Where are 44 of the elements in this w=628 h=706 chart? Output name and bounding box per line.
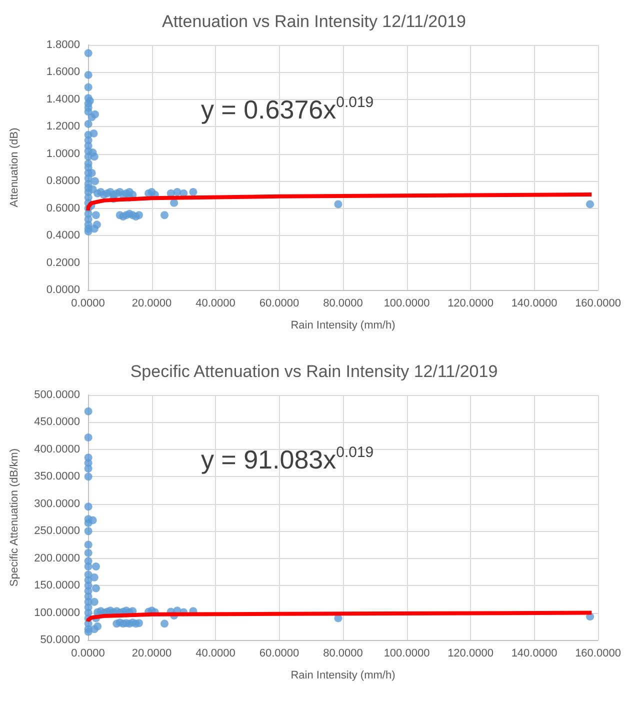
y-tick-label: 400.0000 (34, 443, 80, 456)
chart-title: Specific Attenuation vs Rain Intensity 12/11/2019 (130, 362, 498, 381)
x-axis-title: Rain Intensity (mm/h) (290, 670, 396, 682)
y-tick-label: 150.0000 (34, 580, 80, 592)
x-tick-label: 80.0000 (323, 298, 363, 310)
x-tick-label: 100.0000 (384, 648, 430, 660)
x-tick-label: 20.0000 (132, 648, 172, 660)
x-tick-label: 0.0000 (71, 648, 105, 660)
x-tick-label: 20.0000 (132, 298, 172, 310)
y-tick-label: 350.0000 (34, 470, 80, 483)
y-tick-label: 300.0000 (34, 498, 80, 510)
x-tick-label: 60.0000 (259, 648, 300, 660)
y-tick-label: 0.6000 (46, 202, 80, 214)
x-tick-label: 60.0000 (259, 298, 300, 310)
y-tick-label: 0.8000 (46, 175, 80, 188)
x-tick-label: 120.0000 (448, 648, 494, 660)
chart-title: Attenuation vs Rain Intensity 12/11/2019 (162, 12, 466, 31)
y-tick-label: 1.6000 (46, 66, 80, 78)
y-tick-label: 450.0000 (34, 416, 80, 428)
x-tick-label: 140.0000 (511, 648, 558, 660)
y-tick-label: 1.2000 (46, 120, 80, 133)
y-tick-label: 100.0000 (34, 606, 80, 619)
x-tick-label: 160.0000 (575, 298, 621, 310)
x-tick-label: 160.0000 (575, 648, 621, 660)
y-tick-label: 200.0000 (34, 552, 80, 564)
y-tick-label: 1.0000 (46, 148, 80, 160)
x-tick-label: 140.0000 (511, 298, 558, 310)
y-tick-label: 0.0000 (46, 284, 80, 296)
y-tick-label: 0.4000 (46, 230, 80, 242)
x-tick-label: 80.0000 (323, 648, 363, 660)
x-axis-title: Rain Intensity (mm/h) (290, 320, 396, 332)
y-tick-label: 1.4000 (46, 93, 80, 106)
x-tick-label: 120.0000 (448, 298, 494, 310)
y-axis-title: Specific Attenuation (dB/km) (8, 448, 20, 587)
y-tick-label: 1.8000 (46, 39, 80, 51)
x-tick-label: 0.0000 (71, 298, 105, 310)
y-tick-label: 50.0000 (40, 634, 80, 646)
x-tick-label: 100.0000 (384, 298, 430, 310)
y-axis-title: Attenuation (dB) (8, 128, 20, 208)
y-tick-label: 500.0000 (34, 389, 80, 401)
y-tick-label: 0.2000 (46, 256, 80, 269)
y-tick-label: 250.0000 (34, 525, 80, 538)
x-tick-label: 40.0000 (196, 648, 236, 660)
x-tick-label: 40.0000 (196, 298, 236, 310)
